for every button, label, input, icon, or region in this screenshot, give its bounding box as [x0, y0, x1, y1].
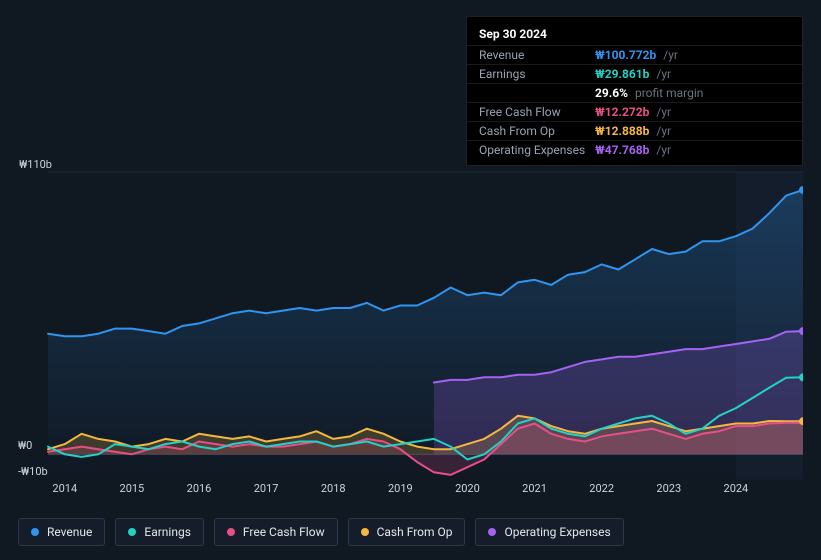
tooltip-row: Earnings₩29.861b /yr: [467, 64, 802, 83]
data-tooltip: Sep 30 2024 Revenue₩100.772b /yrEarnings…: [466, 16, 803, 166]
tooltip-row: Revenue₩100.772b /yr: [467, 45, 802, 64]
legend-item-free-cash-flow[interactable]: Free Cash Flow: [214, 518, 338, 546]
legend-label: Operating Expenses: [504, 525, 610, 539]
chart-legend: Revenue Earnings Free Cash Flow Cash From O…: [18, 518, 624, 546]
legend-item-revenue[interactable]: Revenue: [18, 518, 105, 546]
legend-label: Revenue: [47, 525, 92, 539]
legend-item-cash-from-op[interactable]: Cash From Op: [348, 518, 466, 546]
tooltip-row-label: [479, 86, 595, 100]
x-tick: 2015: [120, 482, 145, 495]
legend-label: Free Cash Flow: [243, 525, 325, 539]
x-tick: 2016: [187, 482, 212, 495]
x-tick: 2021: [522, 482, 547, 495]
legend-dot: [227, 528, 235, 536]
tooltip-row-label: Operating Expenses: [479, 143, 595, 157]
chart-svg: [18, 160, 803, 480]
legend-dot: [488, 528, 496, 536]
tooltip-row-value: ₩47.768b /yr: [595, 143, 671, 157]
tooltip-row-value: ₩12.888b /yr: [595, 124, 671, 138]
tooltip-row: Free Cash Flow₩12.272b /yr: [467, 102, 802, 121]
x-tick: 2014: [52, 482, 77, 495]
x-tick: 2020: [455, 482, 480, 495]
financial-chart-root: { "tooltip": { "x": 466, "y": 16, "width…: [0, 0, 821, 560]
x-tick: 2023: [656, 482, 681, 495]
y-axis-label-neg: -₩10b: [18, 465, 48, 478]
y-axis-label-top: ₩110b: [19, 158, 52, 171]
tooltip-row-label: Cash From Op: [479, 124, 595, 138]
x-tick: 2024: [724, 482, 749, 495]
tooltip-row-label: Revenue: [479, 48, 595, 62]
x-tick: 2022: [589, 482, 614, 495]
legend-item-operating-expenses[interactable]: Operating Expenses: [475, 518, 623, 546]
x-tick: 2019: [388, 482, 413, 495]
tooltip-row-label: Free Cash Flow: [479, 105, 595, 119]
tooltip-row-value: ₩29.861b /yr: [595, 67, 671, 81]
legend-item-earnings[interactable]: Earnings: [115, 518, 204, 546]
legend-label: Earnings: [144, 525, 191, 539]
tooltip-row: Operating Expenses₩47.768b /yr: [467, 140, 802, 159]
tooltip-row-label: Earnings: [479, 67, 595, 81]
legend-dot: [361, 528, 369, 536]
x-tick: 2017: [254, 482, 279, 495]
legend-dot: [31, 528, 39, 536]
tooltip-row-value: ₩12.272b /yr: [595, 105, 671, 119]
tooltip-row-value: ₩100.772b /yr: [595, 48, 678, 62]
tooltip-date: Sep 30 2024: [467, 23, 802, 45]
legend-dot: [128, 528, 136, 536]
x-axis: 2014 2015 2016 2017 2018 2019 2020 2021 2022 2023…: [18, 482, 803, 502]
chart-area: ₩110b ₩0 -₩10b: [18, 160, 803, 480]
y-axis-label-zero: ₩0: [18, 439, 32, 452]
tooltip-row: 29.6% profit margin: [467, 83, 802, 102]
tooltip-row-value: 29.6% profit margin: [595, 86, 703, 100]
x-tick: 2018: [321, 482, 346, 495]
tooltip-row: Cash From Op₩12.888b /yr: [467, 121, 802, 140]
legend-label: Cash From Op: [377, 525, 453, 539]
